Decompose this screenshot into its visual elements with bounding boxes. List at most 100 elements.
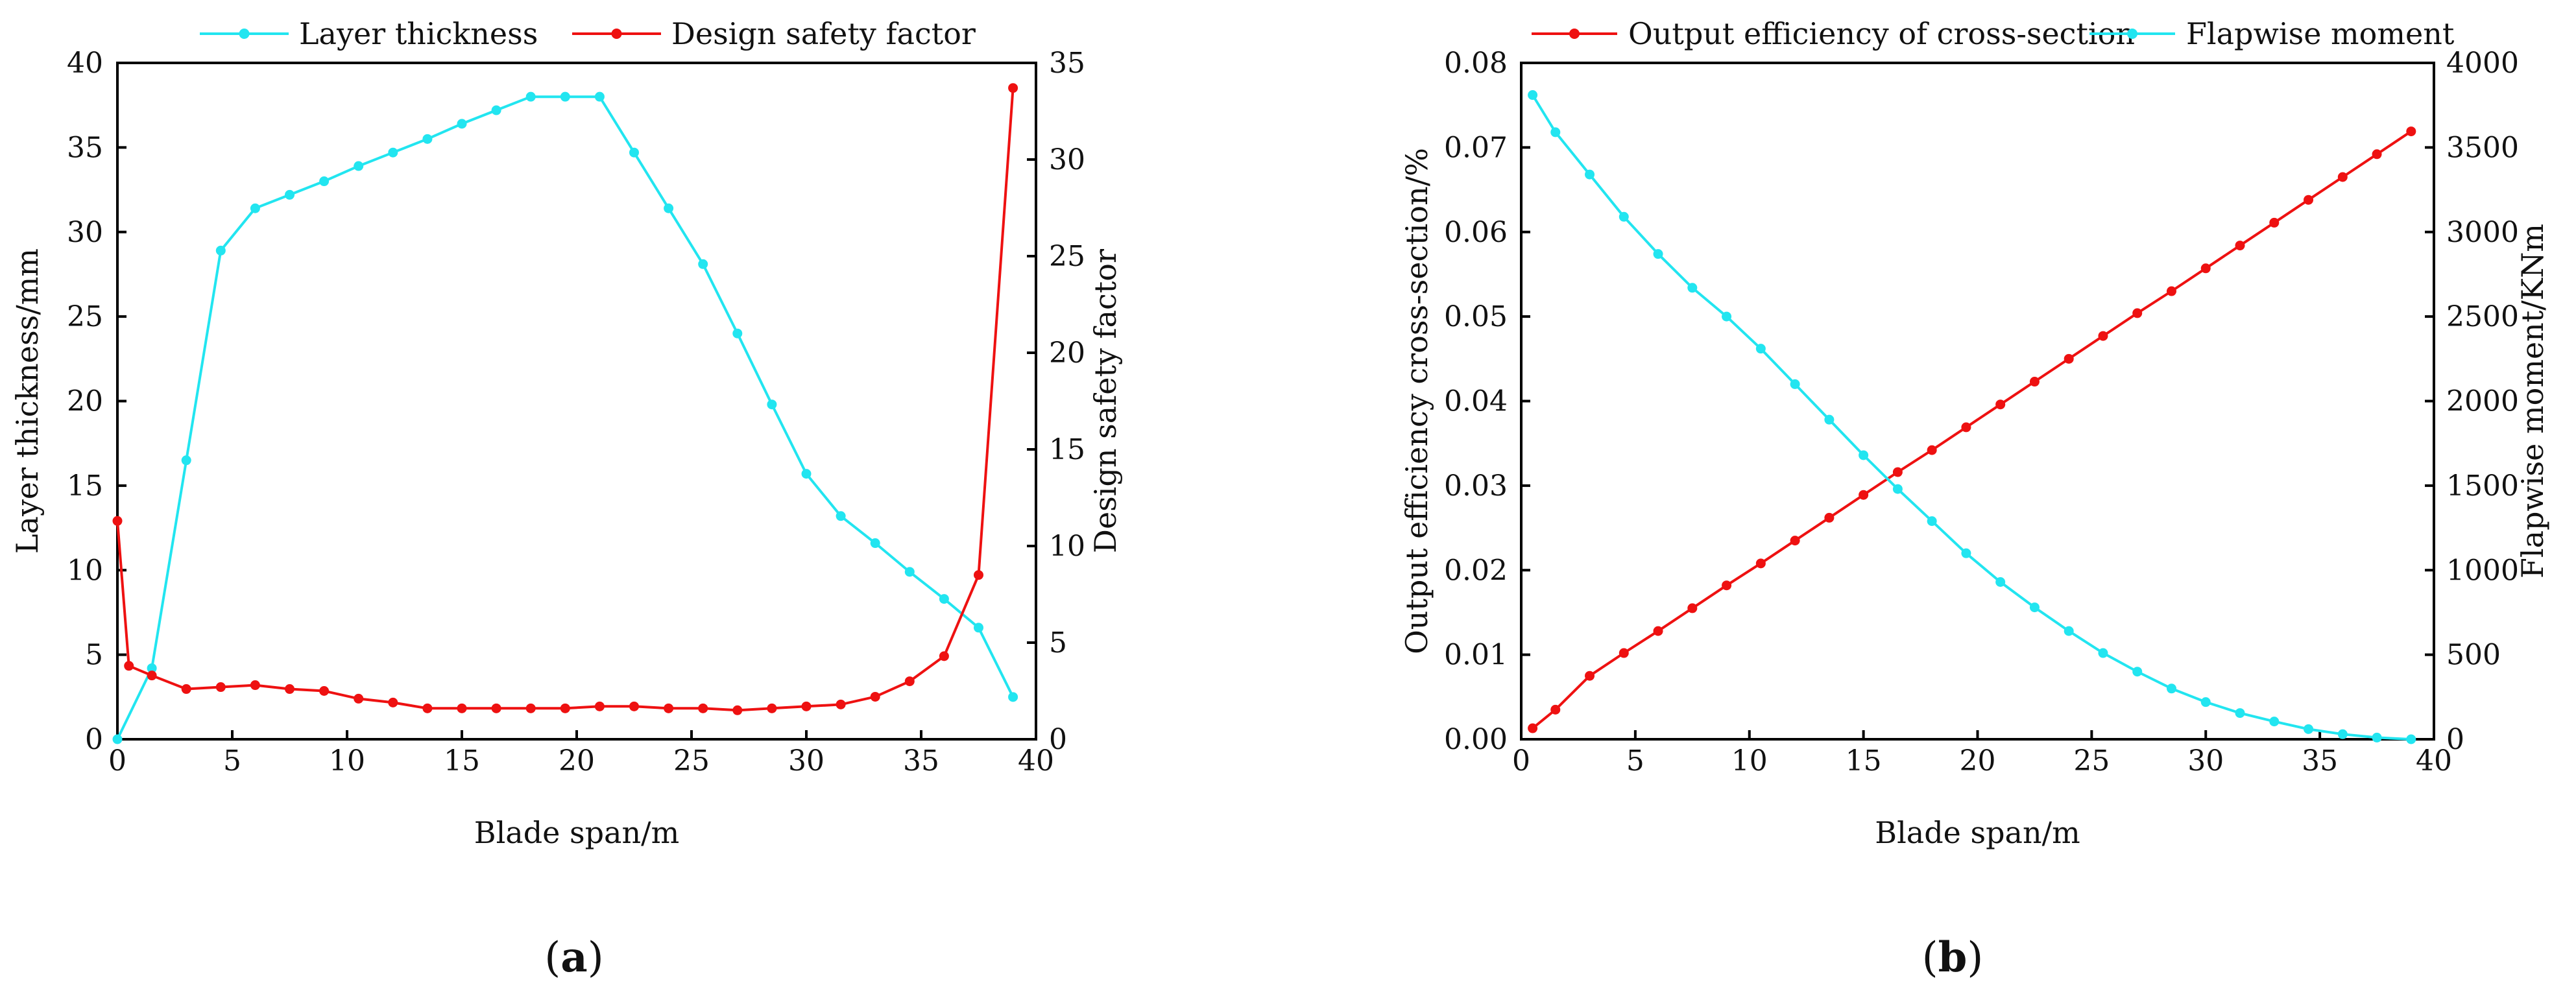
- data-point: [698, 703, 708, 713]
- legend-label: Flapwise moment: [2186, 16, 2455, 51]
- data-point: [2132, 308, 2143, 318]
- y-left-tick-label: 0.06: [1444, 216, 1508, 249]
- data-point: [285, 189, 295, 200]
- x-tick-label: 25: [2073, 744, 2110, 778]
- x-tick-label: 0: [1512, 744, 1530, 778]
- x-tick-label: 40: [1018, 744, 1054, 778]
- series-line-2: [1531, 94, 2411, 741]
- y-left-tick-label: 35: [67, 131, 103, 164]
- data-point: [1927, 445, 1937, 455]
- data-point: [767, 399, 777, 410]
- data-point: [1790, 536, 1800, 546]
- y-right-tick-label: 25: [1049, 240, 1085, 273]
- data-point: [939, 651, 949, 661]
- panel-label-b: (b): [1922, 933, 1984, 982]
- data-point: [939, 594, 949, 604]
- svg-text:(a): (a): [544, 933, 603, 982]
- y-left-tick-label: 0.02: [1444, 554, 1508, 587]
- plot-frame: [116, 62, 1037, 741]
- y-left-tick-label: 15: [67, 469, 103, 503]
- data-point: [732, 705, 743, 715]
- x-axis-title: Blade span/m: [474, 815, 679, 850]
- data-point: [1859, 490, 1869, 500]
- data-point: [250, 203, 260, 213]
- data-point: [422, 703, 433, 713]
- data-point: [1653, 626, 1663, 636]
- data-point: [2200, 263, 2211, 274]
- y-left-tick-label: 20: [67, 385, 103, 418]
- y-left-tick-label: 0.00: [1444, 723, 1508, 756]
- data-point: [147, 663, 157, 673]
- data-point: [1995, 399, 2006, 410]
- data-point: [801, 469, 812, 479]
- data-point: [1722, 580, 1732, 591]
- y-left-tick-label: 0.01: [1444, 639, 1508, 672]
- data-point: [112, 516, 123, 526]
- data-point: [1528, 90, 1538, 101]
- data-point: [560, 91, 570, 102]
- data-point: [2304, 195, 2314, 205]
- plot-frame: [1520, 62, 2435, 741]
- data-point: [560, 703, 570, 713]
- data-point: [525, 91, 536, 102]
- legend-label: Design safety factor: [671, 16, 976, 51]
- data-point: [1585, 169, 1595, 180]
- data-point: [215, 245, 226, 255]
- y-left-tick-label: 0.05: [1444, 300, 1508, 333]
- data-point: [870, 538, 880, 549]
- data-point: [2098, 331, 2108, 341]
- data-point: [698, 259, 708, 269]
- x-tick-label: 15: [444, 744, 480, 778]
- data-point: [1790, 379, 1800, 389]
- panel-b-letter: b: [1938, 933, 1968, 982]
- data-point: [181, 684, 191, 695]
- data-point: [2235, 708, 2245, 719]
- data-point: [664, 703, 674, 713]
- y-right-tick-label: 3500: [2446, 131, 2519, 164]
- legend-swatch-marker: [611, 29, 622, 39]
- x-tick-label: 5: [223, 744, 241, 778]
- data-point: [2166, 286, 2176, 296]
- data-point: [974, 623, 983, 633]
- data-point: [354, 161, 364, 171]
- panel-a-open-paren: (: [544, 934, 560, 982]
- data-point: [250, 680, 260, 691]
- data-point: [2269, 217, 2280, 228]
- panel-a-close-paren: ): [588, 934, 604, 982]
- y-left-tick-label: 0.03: [1444, 469, 1508, 503]
- data-point: [285, 684, 295, 695]
- data-point: [1755, 558, 1766, 569]
- y-right-tick-label: 30: [1049, 143, 1085, 176]
- chart-panel-b: 0 5 10 15 20 25 30 35 40 0.00 0.01 0.02 0.03 0.04 0.05…: [1399, 16, 2550, 850]
- data-point: [1687, 283, 1698, 293]
- data-point: [1824, 512, 1835, 523]
- x-tick-label: 0: [108, 744, 126, 778]
- data-point: [1585, 671, 1595, 681]
- x-tick-label: 20: [559, 744, 595, 778]
- x-tick-label: 25: [673, 744, 710, 778]
- data-point: [1961, 548, 1971, 558]
- panel-a-letter: a: [560, 933, 587, 982]
- data-point: [2064, 626, 2074, 636]
- y-left-axis-title: Output efficiency cross-section/%: [1399, 148, 1434, 654]
- y-right-tick-label: 0: [1049, 723, 1067, 756]
- y-left-tick-label: 0.07: [1444, 131, 1508, 164]
- y-left-tick-label: 10: [67, 554, 103, 587]
- data-point: [1550, 704, 1561, 715]
- data-point: [1755, 344, 1766, 354]
- data-point: [319, 686, 330, 696]
- data-point: [974, 570, 983, 580]
- data-point: [870, 691, 880, 702]
- data-point: [629, 701, 639, 711]
- data-point: [836, 699, 846, 709]
- x-axis-title: Blade span/m: [1875, 815, 2080, 850]
- y-right-tick-label: 35: [1049, 47, 1085, 80]
- data-point: [801, 701, 812, 711]
- data-point: [1995, 577, 2006, 588]
- data-point: [2166, 683, 2176, 694]
- y-left-tick-label: 30: [67, 216, 103, 249]
- x-tick-label: 35: [2302, 744, 2338, 778]
- series-line-1: [116, 95, 1015, 740]
- y-left-axis-title: Layer thickness/mm: [10, 248, 45, 554]
- data-point: [594, 91, 605, 102]
